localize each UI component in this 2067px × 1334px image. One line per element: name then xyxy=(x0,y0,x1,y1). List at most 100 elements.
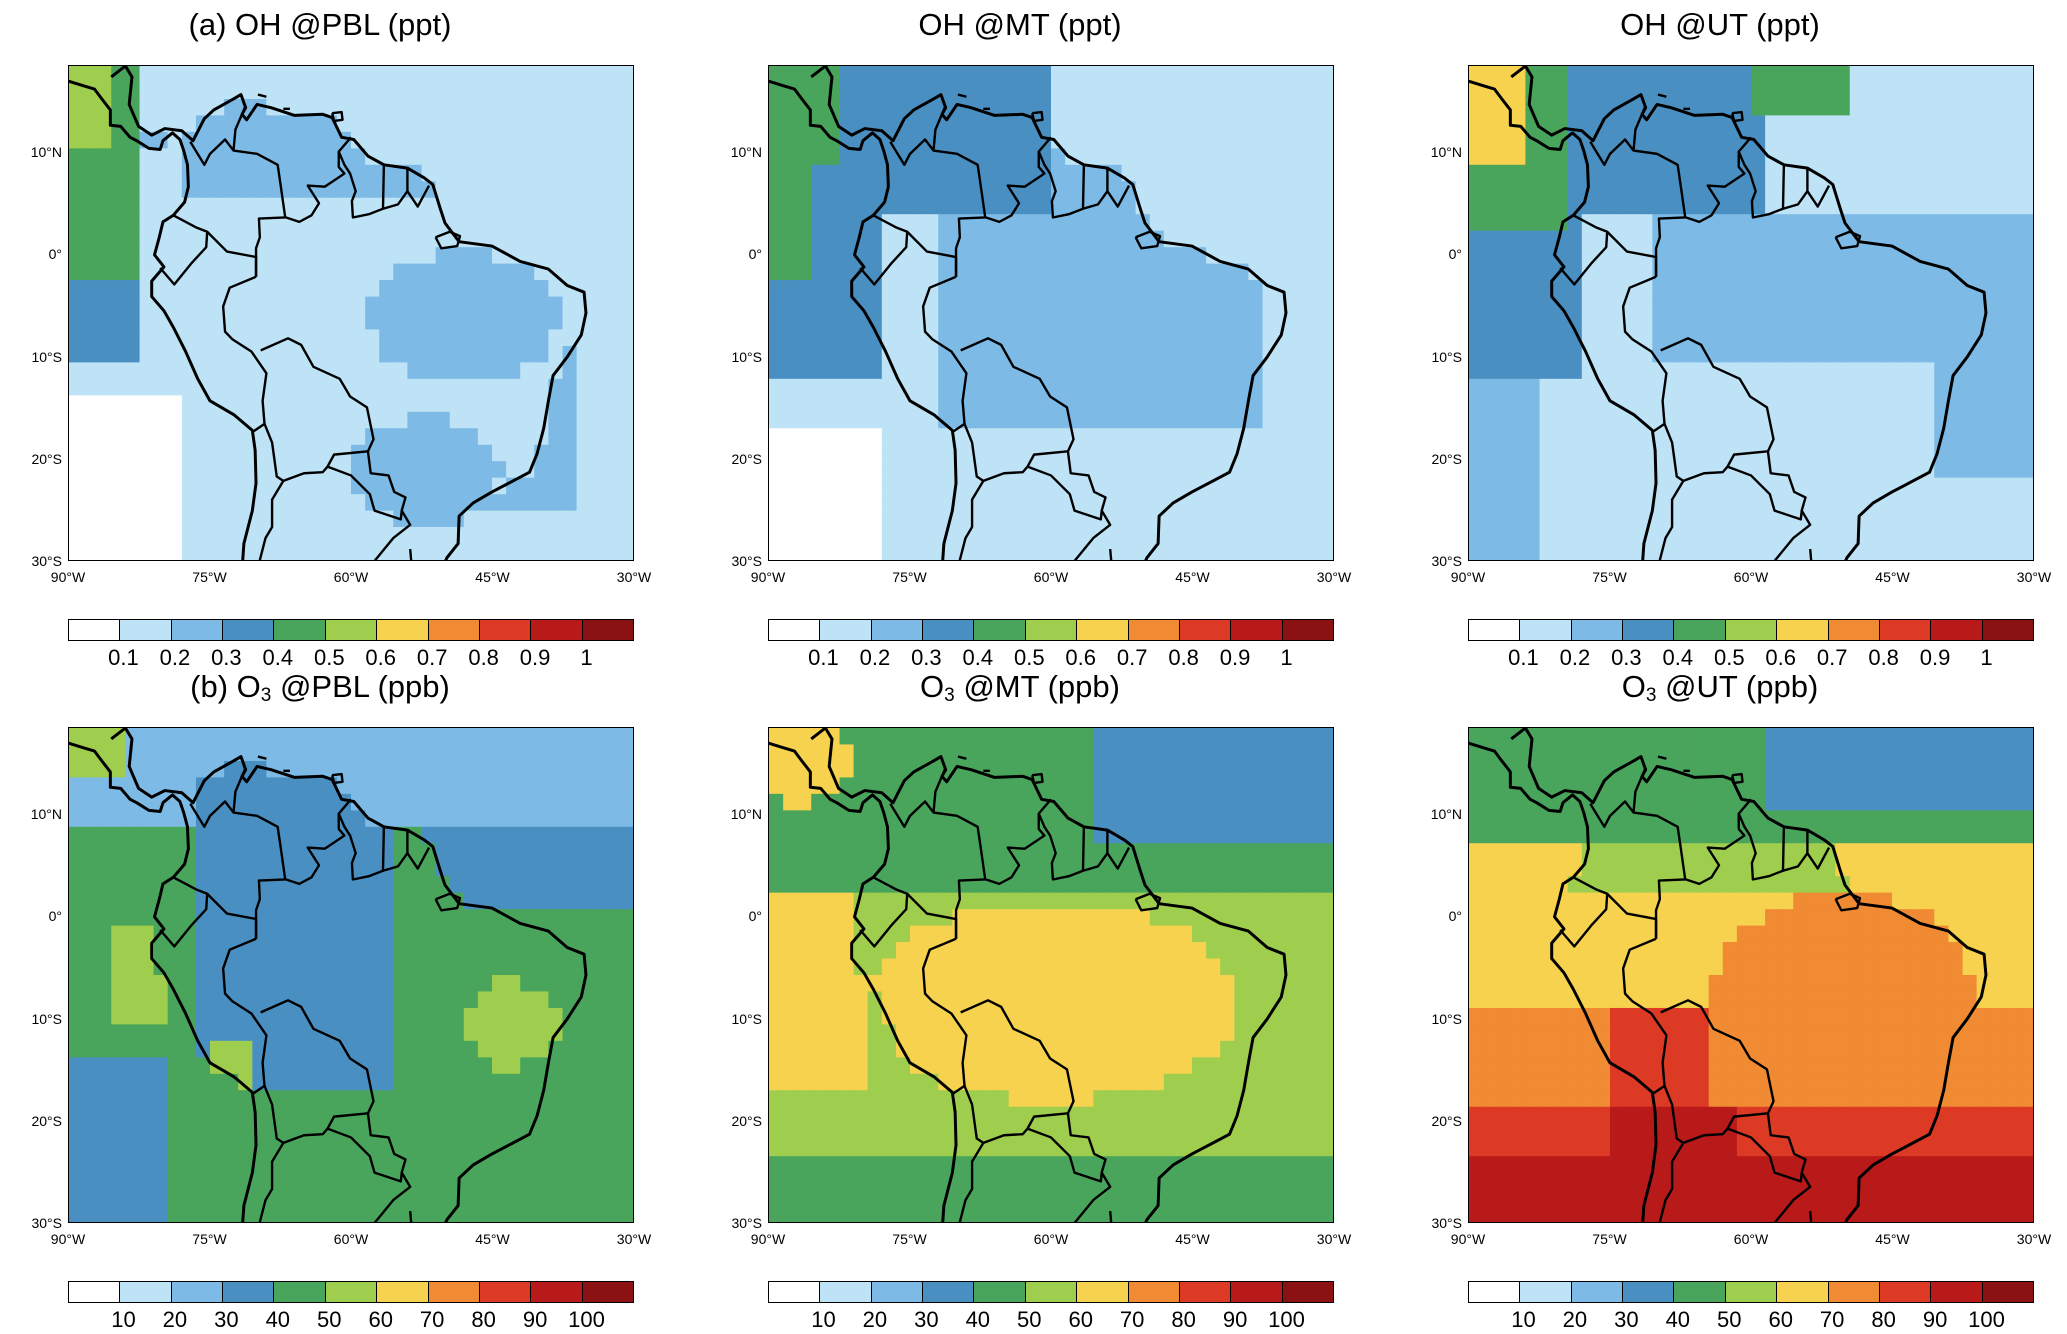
country-border xyxy=(1727,451,1807,521)
colorbar-labels: 0.1 0.2 0.3 0.4 0.5 0.6 0.7 0.8 0.9 1 xyxy=(68,645,634,671)
coastline-east xyxy=(810,728,1288,1222)
colorbar-tick-label: 0.6 xyxy=(365,645,397,670)
colorbar-swatch xyxy=(1725,1282,1778,1302)
country-border xyxy=(1073,1171,1112,1222)
lat-tick-label: 30°S xyxy=(731,553,762,569)
island-outline xyxy=(434,230,462,250)
colorbar-swatch xyxy=(428,1282,480,1302)
colorbar-tick-label: 0.4 xyxy=(1662,645,1694,670)
colorbar-swatch xyxy=(377,620,429,640)
country-border xyxy=(327,1113,407,1183)
country-border xyxy=(1682,450,1769,483)
coastline-west xyxy=(69,741,258,1222)
colorbar-swatch xyxy=(1777,620,1829,640)
colorbar-tick-label: 0.7 xyxy=(1116,645,1148,670)
panel-title-suffix: @UT (ppb) xyxy=(1656,669,1819,704)
panel-title: O3 @UT (ppb) xyxy=(1400,667,2040,716)
map-panel-o3-ut: O3 @UT (ppb) 10°N 0° 10°S 20°S 30°S 90°W 75°W 60… xyxy=(1400,667,2051,1332)
colorbar-tick-label: 40 xyxy=(265,1307,291,1332)
colorbar-tick-label: 100 xyxy=(1268,1307,1305,1332)
country-border xyxy=(1106,847,1131,870)
colorbar-labels: 10 20 30 40 50 60 70 80 90 100 xyxy=(1468,1307,2034,1333)
country-border xyxy=(1073,509,1112,560)
country-border xyxy=(1108,1210,1113,1222)
panel-title-subscript: 3 xyxy=(944,685,955,706)
colorbar-tick-label: 60 xyxy=(368,1307,393,1332)
country-border xyxy=(172,876,258,939)
lat-tick-label: 0° xyxy=(1448,908,1462,925)
colorbar-swatch xyxy=(531,1282,583,1302)
colorbar-swatch xyxy=(974,1282,1026,1302)
country-border xyxy=(982,1112,1069,1145)
colorbar-tick-label: 0.1 xyxy=(808,645,839,670)
colorbar-tick-label: 0.2 xyxy=(1559,645,1591,670)
country-border xyxy=(1037,813,1086,881)
colorbar-tick-label: 0.1 xyxy=(1508,645,1539,670)
lon-tick-label: 90°W xyxy=(1450,569,1486,585)
island-outline xyxy=(957,93,967,98)
country-border xyxy=(1106,185,1131,208)
country-border xyxy=(1082,168,1109,210)
lat-tick-label: 20°S xyxy=(731,1112,762,1129)
island-outline xyxy=(434,892,462,912)
panel-title-subscript: 3 xyxy=(260,685,272,706)
country-border xyxy=(1589,800,1687,939)
colorbar-swatch xyxy=(120,620,172,640)
colorbar-tick-label: 10 xyxy=(1511,1307,1536,1332)
colorbar-tick-label: 0.8 xyxy=(1168,645,1199,670)
colorbar-swatch xyxy=(1179,620,1232,640)
country-border xyxy=(1737,151,1786,219)
lat-tick-label: 0° xyxy=(48,908,62,925)
map-area xyxy=(1468,65,2034,561)
colorbar-tick-label: 80 xyxy=(1171,1307,1196,1332)
colorbar-tick-label: 20 xyxy=(862,1307,888,1332)
lon-tick-label: 45°W xyxy=(475,569,510,585)
island-outline xyxy=(1134,230,1162,250)
lon-tick-label: 45°W xyxy=(1875,569,1910,585)
lat-tick-label: 0° xyxy=(748,908,762,925)
panel-title: OH @MT (ppt) xyxy=(700,5,1340,45)
island-outline xyxy=(257,93,267,98)
coastline-west xyxy=(1469,79,1658,560)
lat-tick-label: 10°N xyxy=(30,144,62,160)
colorbar xyxy=(1468,1281,2034,1303)
coastline-west xyxy=(1469,741,1658,1222)
colorbar-tick-label: 60 xyxy=(1768,1307,1793,1332)
map-area xyxy=(68,65,634,561)
country-border xyxy=(921,275,968,433)
lon-tick-label: 60°W xyxy=(1733,569,1769,585)
colorbar-tick-label: 80 xyxy=(1871,1307,1896,1332)
map-panel-o3-mt: O3 @MT (ppb) 10°N 0° 10°S 20°S 30°S 90°W 75°W 60… xyxy=(700,667,1351,1332)
colorbar-tick-label: 0.8 xyxy=(1868,645,1899,670)
island-outline xyxy=(1134,892,1162,912)
country-border xyxy=(872,876,958,939)
country-border xyxy=(282,1112,369,1145)
lat-tick-label: 10°N xyxy=(1430,806,1462,822)
colorbar-tick-label: 0.6 xyxy=(1765,645,1797,670)
panel-title: (a) OH @PBL (ppt) xyxy=(0,5,640,45)
colorbar-swatch xyxy=(479,620,532,640)
country-border xyxy=(1682,1112,1769,1145)
country-border xyxy=(859,231,909,286)
country-border xyxy=(221,275,268,433)
colorbar-tick-label: 0.6 xyxy=(1065,645,1097,670)
colorbar-swatch xyxy=(1469,620,1521,640)
lat-tick-label: 30°S xyxy=(31,1215,62,1231)
map-area xyxy=(68,727,634,1223)
colorbar xyxy=(768,1281,1334,1303)
island-outline xyxy=(1031,772,1044,785)
colorbar-swatch xyxy=(1231,1282,1283,1302)
panel-title-text: (a) OH @PBL (ppt) xyxy=(188,7,452,42)
country-border xyxy=(1632,767,1647,813)
map-panel-oh-ut: OH @UT (ppt) 10°N 0° 10°S 20°S 30°S 90°W 75°W 60… xyxy=(1400,5,2051,670)
country-border xyxy=(1660,337,1775,452)
country-border xyxy=(337,813,386,881)
panel-title-subscript: 3 xyxy=(1645,685,1657,706)
lat-tick-label: 30°S xyxy=(31,553,62,569)
colorbar-swatch xyxy=(1828,620,1880,640)
map-panel-oh-pbl: (a) OH @PBL (ppt) 10°N 0° 10°S 20°S 30°S 90°W 7… xyxy=(0,5,651,670)
country-border xyxy=(872,214,958,277)
lon-tick-label: 75°W xyxy=(892,569,927,585)
panel-title-suffix: @MT (ppb) xyxy=(954,669,1120,704)
colorbar-tick-label: 0.9 xyxy=(519,645,551,670)
